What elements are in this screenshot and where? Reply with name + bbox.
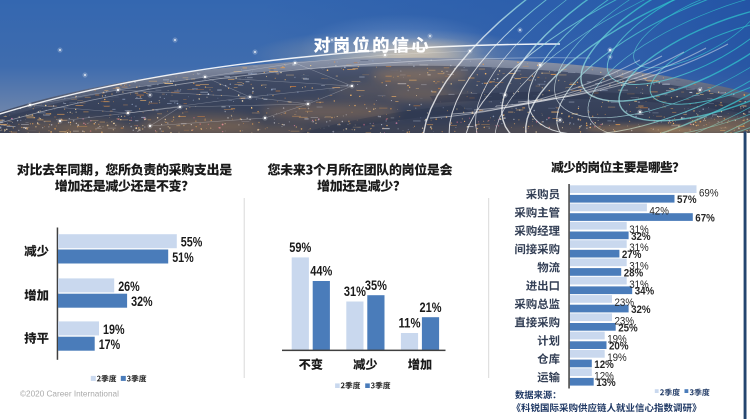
- svg-text:32%: 32%: [631, 304, 651, 316]
- svg-text:©2020 Career International: ©2020 Career International: [20, 389, 119, 398]
- svg-text:20%: 20%: [609, 341, 629, 353]
- svg-text:19%: 19%: [103, 321, 125, 337]
- svg-text:13%: 13%: [596, 377, 616, 389]
- svg-text:57%: 57%: [677, 194, 697, 206]
- svg-text:31%: 31%: [629, 242, 649, 254]
- svg-text:21%: 21%: [420, 299, 442, 315]
- svg-text:69%: 69%: [699, 187, 719, 199]
- svg-text:12%: 12%: [594, 359, 614, 371]
- svg-text:55%: 55%: [181, 234, 203, 250]
- svg-text:51%: 51%: [172, 249, 194, 265]
- svg-text:67%: 67%: [695, 213, 715, 225]
- svg-text:17%: 17%: [99, 336, 121, 352]
- svg-text:11%: 11%: [399, 315, 421, 331]
- svg-text:23%: 23%: [615, 315, 635, 327]
- svg-text:19%: 19%: [607, 334, 627, 346]
- svg-text:59%: 59%: [289, 239, 311, 255]
- svg-text:27%: 27%: [622, 249, 642, 261]
- svg-text:32%: 32%: [131, 293, 153, 309]
- svg-text:35%: 35%: [365, 277, 387, 293]
- svg-text:31%: 31%: [629, 224, 649, 236]
- svg-text:23%: 23%: [615, 297, 635, 309]
- svg-text:12%: 12%: [594, 370, 614, 382]
- svg-text:28%: 28%: [624, 267, 644, 279]
- svg-text:31%: 31%: [629, 279, 649, 291]
- svg-text:44%: 44%: [310, 263, 332, 279]
- svg-text:34%: 34%: [635, 286, 655, 298]
- svg-text:31%: 31%: [344, 283, 366, 299]
- svg-text:25%: 25%: [618, 322, 638, 334]
- svg-text:26%: 26%: [118, 278, 140, 294]
- svg-text:42%: 42%: [649, 206, 669, 218]
- svg-text:31%: 31%: [629, 261, 649, 273]
- svg-text:32%: 32%: [631, 231, 651, 243]
- svg-text:19%: 19%: [607, 352, 627, 364]
